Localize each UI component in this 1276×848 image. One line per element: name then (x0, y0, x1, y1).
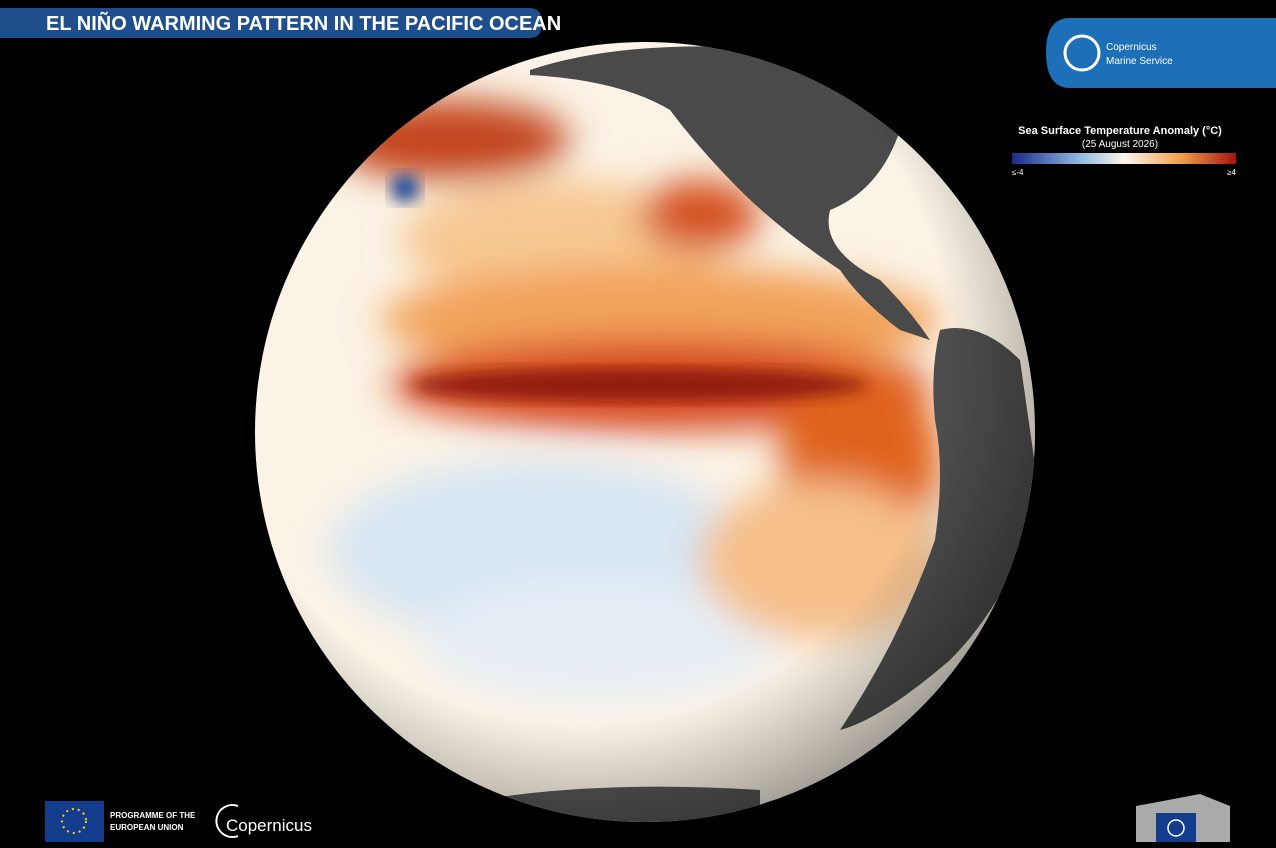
colorbar (1012, 153, 1236, 164)
legend-subtitle: (25 August 2026) (1082, 139, 1158, 150)
ec-flag (1156, 813, 1196, 842)
legend-min: ≤-4 (1012, 168, 1024, 177)
eu-stars (61, 808, 87, 834)
legend-title: Sea Surface Temperature Anomaly (°C) (1018, 125, 1222, 137)
title-banner (0, 8, 542, 38)
logo-icon (1063, 34, 1101, 72)
eu-line1: PROGRAMME OF THE (110, 811, 196, 820)
ec-stars (1167, 819, 1185, 837)
logo-line2: Marine Service (1106, 56, 1173, 67)
copernicus-logo: Copernicus (226, 816, 312, 835)
globe (255, 42, 1035, 822)
title: EL NIÑO WARMING PATTERN IN THE PACIFIC O… (46, 12, 561, 35)
eu-line2: EUROPEAN UNION (110, 823, 184, 832)
eu-flag (45, 801, 104, 842)
legend-max: ≥4 (1227, 168, 1236, 177)
logo-line1: Copernicus (1106, 42, 1157, 53)
copernicus-mark (215, 804, 239, 838)
logo-badge (1046, 18, 1276, 88)
